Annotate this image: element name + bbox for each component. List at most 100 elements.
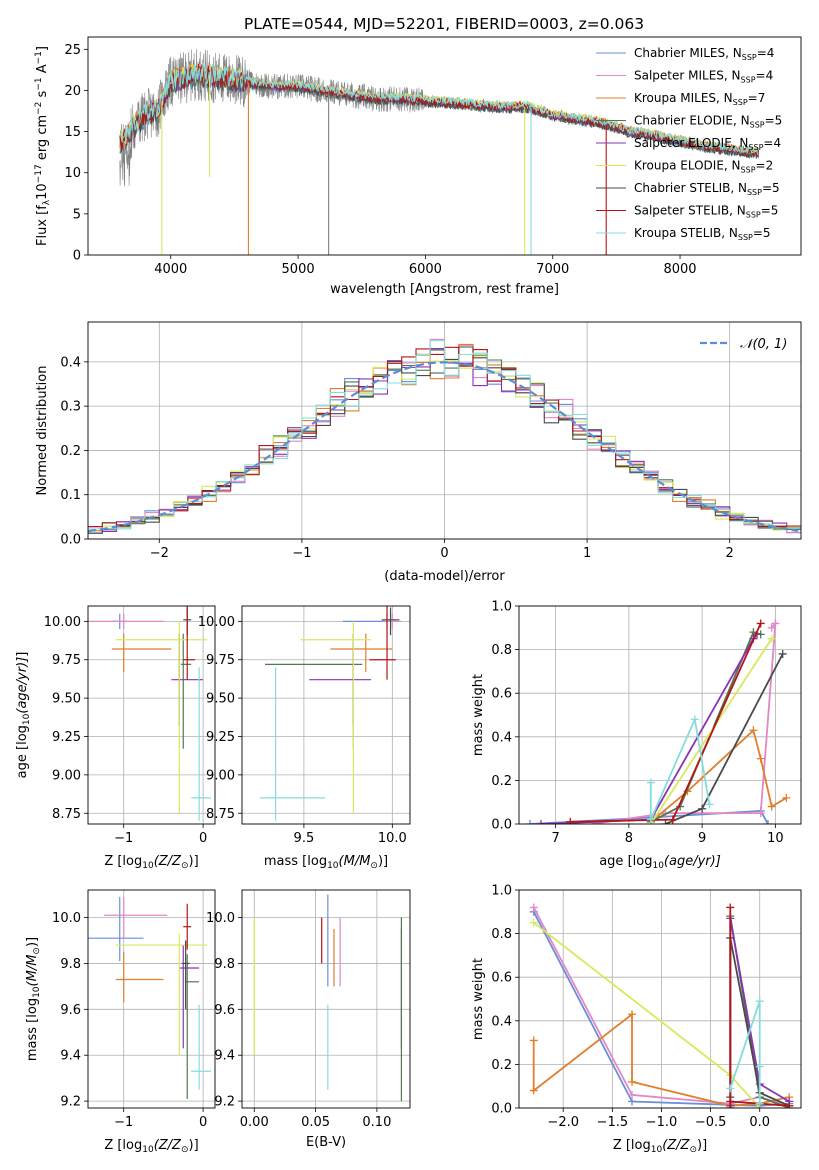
y-tick-label: 25 <box>64 43 81 58</box>
spectrum-axes: 4000 5000 6000 7000 8000 0 5 10 15 20 25 wavelength… <box>34 36 802 297</box>
y-tick-label: 20 <box>64 84 81 99</box>
legend-entry: Kroupa STELIB, NSSP=5 <box>634 226 771 242</box>
weight-series-line <box>533 921 761 1108</box>
weight_vs_Z-ylabel: mass weight <box>471 958 486 1040</box>
weight-marker <box>698 804 707 813</box>
x-tick-label: 0 <box>199 831 207 846</box>
y-tick-label: 9.8 <box>60 957 81 972</box>
weight-marker <box>627 1010 636 1019</box>
weight-vs-age-xlabel: age [log10(age/yr)] <box>599 854 721 871</box>
weight-marker <box>785 1101 794 1108</box>
x-tick-label: 7 <box>551 831 559 846</box>
y-tick-label: 0.0 <box>60 533 81 548</box>
y-tick-label: 9.00 <box>206 768 235 783</box>
x-tick-label: 2 <box>726 546 734 561</box>
x-tick-label: 10 <box>767 831 784 846</box>
weight-marker <box>627 1077 636 1086</box>
axes-frame <box>518 889 802 1109</box>
axes-frame <box>87 889 216 1109</box>
histogram-series <box>88 343 801 532</box>
axes-frame <box>87 36 802 256</box>
mass_vs_Z-axes: −1 0 9.2 9.4 9.6 9.8 10.0 Z [log10(Z/Z⊙)] mass [… <box>25 889 216 1155</box>
weight-marker <box>755 1099 764 1108</box>
weight_vs_Z-plot-area <box>529 903 794 1108</box>
weight-marker <box>756 619 765 628</box>
weight_vs_age-axes: 7 8 9 10 0.0 0.2 0.4 0.6 0.8 1.0 mass weight age [l… <box>471 600 802 871</box>
legend-entry: Salpeter MILES, NSSP=4 <box>634 69 773 85</box>
age_vs_mass-axes: 9.5 10.0 8.75 9.00 9.25 9.50 9.75 10.00 mass [lo… <box>198 605 411 871</box>
y-tick-label: 9.4 <box>60 1049 81 1064</box>
weight-marker <box>668 815 677 824</box>
y-tick-label: 9.50 <box>52 692 81 707</box>
weight-series-line <box>650 638 773 824</box>
y-tick-label: 0.8 <box>491 927 512 942</box>
weight-marker <box>782 793 791 802</box>
gaussian-curve <box>88 361 799 533</box>
y-tick-label: 0.8 <box>491 643 512 658</box>
spectrum-model-line <box>119 62 759 156</box>
legend-entry: Chabrier ELODIE, NSSP=5 <box>634 114 782 130</box>
weight-marker <box>755 997 764 1006</box>
weight-series-line <box>650 728 787 823</box>
y-tick-label: 0.4 <box>491 730 512 745</box>
y-tick-label: 0.0 <box>491 1102 512 1117</box>
x-tick-label: 4000 <box>154 262 187 277</box>
legend-entry: Salpeter STELIB, NSSP=5 <box>634 204 778 220</box>
y-tick-label: 1.0 <box>491 884 512 899</box>
y-tick-label: 9.8 <box>214 957 235 972</box>
spectrum-plot-area <box>119 49 760 255</box>
y-tick-label: 9.25 <box>52 730 81 745</box>
y-tick-label: 0.2 <box>491 774 512 789</box>
x-tick-label: −1 <box>114 1115 133 1130</box>
y-tick-label: 1.0 <box>491 600 512 615</box>
weight_vs_age-ylabel: mass weight <box>471 674 486 756</box>
axes-frame <box>518 605 802 825</box>
legend-entry: Chabrier STELIB, NSSP=5 <box>634 181 780 197</box>
spectrum-xlabel: wavelength [Angstrom, rest frame] <box>330 282 559 297</box>
histogram-series <box>88 340 801 530</box>
y-tick-label: 10.0 <box>206 911 235 926</box>
legend-entry: Salpeter ELODIE, NSSP=4 <box>634 136 781 152</box>
x-tick-label: 0.00 <box>240 1115 269 1130</box>
spectrum-legend: Chabrier MILES, NSSP=4 Salpeter MILES, NS… <box>596 46 782 242</box>
x-tick-label: −2 <box>150 546 169 561</box>
weight-marker <box>690 715 699 724</box>
y-tick-label: 15 <box>64 125 81 140</box>
weight-marker <box>646 778 655 787</box>
x-tick-label: 9 <box>698 831 706 846</box>
weight-marker <box>749 726 758 735</box>
axes-frame <box>241 605 411 825</box>
axes-frame <box>87 605 216 825</box>
weight-marker <box>726 1084 735 1093</box>
mass-vs-Z-xlabel: Z [log10(Z/Z⊙)] <box>104 1138 198 1155</box>
y-tick-label: 0.6 <box>491 971 512 986</box>
weight-marker <box>764 820 773 824</box>
x-tick-label: 8000 <box>663 262 696 277</box>
y-tick-label: 9.75 <box>52 653 81 668</box>
mass-vs-ebv-xlabel: E(B-V) <box>306 1135 346 1150</box>
spectrum-ylabel: Flux [fλ10−17 erg cm−2 s−1 A−1] <box>34 46 52 246</box>
weight-marker <box>529 918 538 927</box>
weight-marker <box>566 817 575 824</box>
x-tick-label: 1 <box>583 546 591 561</box>
x-tick-label: 7000 <box>536 262 569 277</box>
y-tick-label: 0.1 <box>60 488 81 503</box>
weight-marker <box>627 1090 636 1099</box>
mass_vs_ebv-axes: 0.00 0.05 0.10 9.2 9.4 9.6 9.8 10.0 E(B-V) <box>206 889 411 1150</box>
weight-series-line <box>649 716 711 820</box>
weight-marker <box>525 820 534 824</box>
weight-marker <box>646 815 655 824</box>
weight_vs_age-plot-area <box>525 619 791 824</box>
x-tick-label: −2.0 <box>547 1115 579 1130</box>
weight-marker <box>726 1097 735 1106</box>
weight-marker <box>767 634 776 643</box>
x-tick-label: 0 <box>199 1115 207 1130</box>
y-tick-label: 9.6 <box>214 1003 235 1018</box>
residuals-ylabel: Normed distribution <box>35 366 50 496</box>
weight-marker <box>661 820 670 824</box>
y-tick-label: 0.0 <box>491 818 512 833</box>
axes-frame <box>87 321 802 540</box>
weight-marker <box>529 903 538 912</box>
plots-container: 4000 5000 6000 7000 80000510152025wavelength… <box>15 36 802 1155</box>
